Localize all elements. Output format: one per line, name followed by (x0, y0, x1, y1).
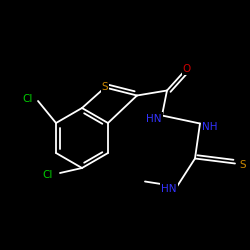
Text: Cl: Cl (23, 94, 33, 104)
Text: HN: HN (146, 114, 162, 124)
Text: O: O (183, 64, 191, 74)
Text: Cl: Cl (43, 170, 53, 180)
Text: NH: NH (202, 122, 218, 132)
Text: S: S (102, 82, 108, 92)
Text: S: S (240, 160, 246, 170)
Text: HN: HN (161, 184, 177, 194)
